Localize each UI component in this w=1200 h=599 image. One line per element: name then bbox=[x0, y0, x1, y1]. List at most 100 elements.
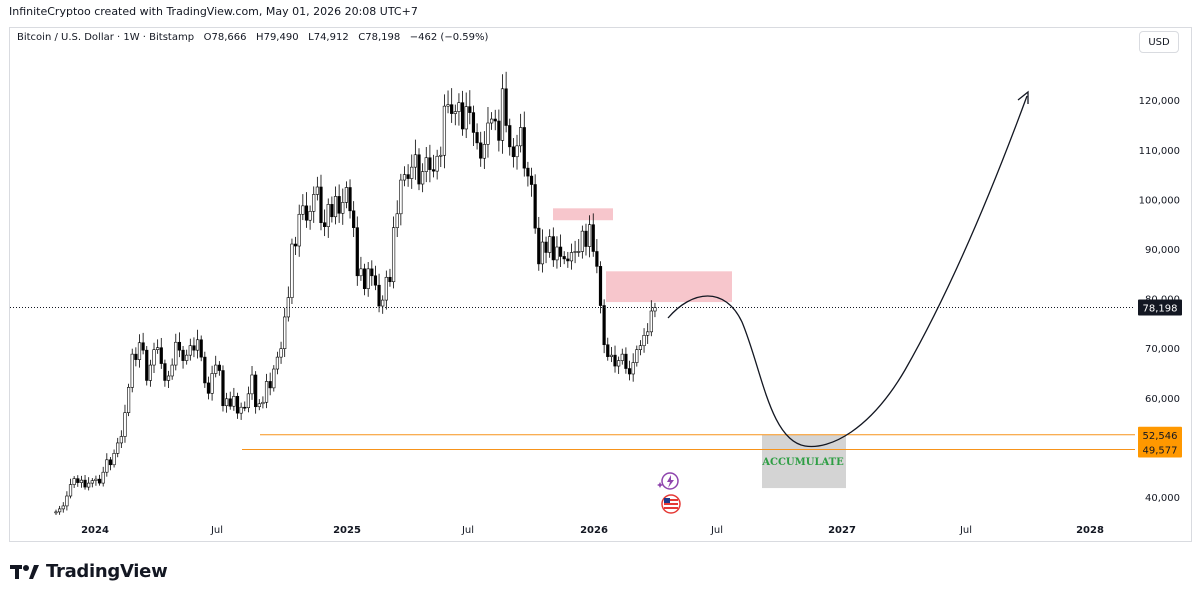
candle bbox=[384, 270, 388, 310]
candle bbox=[308, 205, 312, 230]
candle bbox=[573, 240, 577, 264]
candle bbox=[210, 365, 214, 401]
candle bbox=[243, 401, 247, 412]
candle bbox=[112, 449, 116, 468]
tradingview-logo[interactable]: TradingView bbox=[10, 561, 168, 582]
tradingview-logo-icon bbox=[10, 564, 39, 579]
candle bbox=[631, 353, 635, 382]
candle bbox=[482, 131, 486, 169]
candle bbox=[264, 373, 269, 409]
candle bbox=[377, 273, 381, 313]
support-price-label: 52,546 bbox=[1138, 426, 1182, 443]
currency-button[interactable]: USD bbox=[1139, 31, 1179, 53]
candle bbox=[537, 216, 541, 271]
candle bbox=[261, 396, 265, 409]
candle bbox=[170, 358, 174, 380]
symbol-title: Bitcoin / U.S. Dollar · 1W · Bitstamp bbox=[17, 32, 195, 43]
candle bbox=[653, 302, 657, 318]
candle bbox=[257, 399, 261, 411]
candle bbox=[148, 359, 152, 387]
candle bbox=[526, 161, 530, 187]
svg-text:49,577: 49,577 bbox=[1143, 445, 1178, 456]
candle bbox=[181, 346, 185, 369]
candle bbox=[304, 192, 309, 228]
y-tick-label: 40,000 bbox=[1145, 493, 1180, 504]
chart-frame bbox=[9, 27, 1192, 542]
candle bbox=[65, 491, 69, 511]
candle bbox=[116, 437, 120, 458]
candle bbox=[562, 251, 566, 265]
candle bbox=[286, 286, 290, 322]
candle bbox=[373, 265, 378, 291]
candle bbox=[421, 163, 425, 193]
candle bbox=[468, 90, 472, 125]
candle bbox=[391, 216, 396, 289]
candle bbox=[137, 334, 142, 368]
candle bbox=[166, 370, 171, 388]
candle bbox=[101, 466, 105, 487]
candle bbox=[225, 392, 229, 413]
candle bbox=[279, 341, 283, 364]
candle bbox=[624, 347, 628, 374]
candle bbox=[508, 118, 512, 156]
candle bbox=[388, 268, 392, 287]
candle bbox=[588, 215, 592, 258]
candle bbox=[145, 346, 149, 386]
x-tick-label: Jul bbox=[710, 525, 723, 536]
candle bbox=[609, 346, 613, 363]
candle bbox=[203, 351, 207, 388]
candle bbox=[558, 234, 563, 267]
candle bbox=[424, 146, 428, 183]
y-tick-label: 60,000 bbox=[1145, 394, 1180, 405]
candle bbox=[94, 475, 98, 486]
candle bbox=[61, 502, 65, 513]
x-tick-label: Jul bbox=[461, 525, 474, 536]
candle bbox=[566, 251, 570, 268]
y-tick-label: 100,000 bbox=[1139, 195, 1180, 206]
candle bbox=[159, 337, 163, 369]
candle bbox=[68, 478, 73, 499]
candle bbox=[617, 356, 621, 374]
candle bbox=[152, 342, 156, 373]
legend-change: −462 (−0.59%) bbox=[409, 32, 489, 43]
candle bbox=[333, 186, 338, 225]
legend-close: C78,198 bbox=[358, 32, 401, 43]
candle bbox=[79, 475, 84, 488]
candle bbox=[90, 478, 94, 488]
candle bbox=[646, 323, 650, 344]
projection-path bbox=[667, 95, 1028, 448]
candle bbox=[381, 295, 385, 314]
candle bbox=[555, 236, 559, 269]
candle bbox=[460, 90, 465, 136]
lightning-event-icon[interactable] bbox=[657, 472, 679, 490]
last-price-label: 78,198 bbox=[1138, 299, 1182, 316]
candle bbox=[598, 261, 603, 314]
candle bbox=[319, 174, 323, 231]
candle bbox=[533, 174, 537, 234]
candle bbox=[584, 223, 588, 256]
candle bbox=[402, 166, 407, 187]
candle bbox=[105, 453, 109, 477]
candle bbox=[235, 392, 240, 419]
x-tick-label: 2025 bbox=[333, 525, 361, 536]
candle bbox=[297, 204, 301, 257]
candle bbox=[489, 112, 494, 130]
candle bbox=[431, 154, 436, 178]
candle bbox=[359, 256, 363, 281]
us-flag-event-icon[interactable] bbox=[661, 494, 681, 514]
candle bbox=[475, 123, 479, 150]
candle bbox=[551, 227, 555, 267]
svg-text:78,198: 78,198 bbox=[1143, 304, 1178, 315]
candle bbox=[439, 146, 443, 168]
candle bbox=[493, 109, 497, 131]
candle bbox=[569, 243, 574, 270]
candle bbox=[511, 138, 515, 168]
candle bbox=[239, 402, 243, 420]
candle bbox=[177, 332, 182, 358]
candle bbox=[192, 337, 196, 358]
candle bbox=[163, 359, 167, 387]
accumulation-zone bbox=[762, 435, 846, 489]
candle bbox=[602, 299, 606, 354]
candle bbox=[199, 335, 203, 362]
